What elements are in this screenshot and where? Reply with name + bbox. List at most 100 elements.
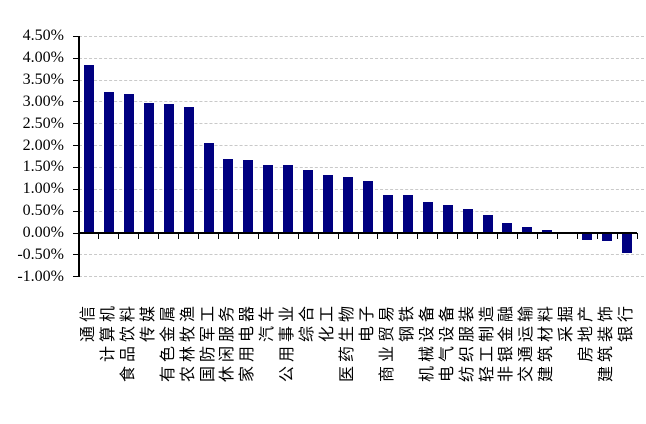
bar bbox=[362, 180, 373, 233]
gridline bbox=[79, 35, 644, 37]
x-axis-tick bbox=[297, 233, 299, 239]
gridline bbox=[79, 101, 644, 103]
gridline bbox=[79, 188, 644, 190]
x-axis-tick bbox=[636, 233, 638, 239]
y-axis-label: 1.00% bbox=[22, 180, 64, 198]
y-axis-line bbox=[78, 36, 80, 277]
x-axis-tick bbox=[317, 233, 319, 239]
x-axis-label: 非银金融 bbox=[498, 302, 516, 383]
y-axis-label: 3.00% bbox=[22, 92, 64, 110]
x-axis-tick bbox=[576, 233, 578, 239]
gridline bbox=[79, 210, 644, 212]
x-axis-label: 电子 bbox=[358, 302, 376, 343]
y-axis-tick bbox=[73, 79, 79, 81]
y-axis-label: 0.50% bbox=[22, 202, 64, 220]
y-axis-label: 4.00% bbox=[22, 49, 64, 67]
x-axis-tick bbox=[337, 233, 339, 239]
x-axis-label: 计算机 bbox=[99, 302, 117, 363]
x-axis-tick bbox=[98, 233, 100, 239]
x-axis-label: 农林牧渔 bbox=[179, 302, 197, 383]
x-axis-label: 银行 bbox=[618, 302, 636, 343]
bar bbox=[263, 164, 274, 233]
x-axis-label: 汽车 bbox=[259, 302, 277, 343]
y-axis-label: 1.50% bbox=[22, 158, 64, 176]
gridline bbox=[79, 145, 644, 147]
x-axis-tick bbox=[218, 233, 219, 239]
gridline bbox=[79, 79, 644, 81]
x-axis-tick bbox=[477, 233, 479, 239]
x-axis-label: 机械设备 bbox=[418, 302, 436, 383]
x-axis-tick bbox=[397, 233, 399, 239]
bar bbox=[243, 160, 254, 233]
bar bbox=[103, 92, 114, 233]
x-axis-label: 纺织服装 bbox=[458, 302, 476, 383]
x-axis-label: 房地产 bbox=[578, 302, 596, 363]
bar bbox=[382, 194, 393, 233]
bar bbox=[283, 165, 294, 233]
x-axis-tick bbox=[138, 233, 140, 239]
gridline bbox=[79, 254, 644, 256]
y-axis-tick bbox=[73, 145, 79, 147]
x-axis-tick bbox=[118, 233, 120, 239]
bar bbox=[183, 107, 194, 233]
bar bbox=[223, 158, 234, 233]
y-axis-tick bbox=[73, 254, 79, 256]
bar bbox=[542, 230, 553, 233]
y-axis-tick bbox=[73, 210, 79, 212]
x-axis-label: 通信 bbox=[79, 302, 97, 343]
bar bbox=[482, 214, 493, 233]
x-axis-label: 钢铁 bbox=[398, 302, 416, 343]
bar bbox=[602, 233, 613, 241]
gridline bbox=[79, 57, 644, 59]
y-axis-label: -1.00% bbox=[17, 267, 64, 285]
bar bbox=[442, 205, 453, 233]
x-axis-label: 传媒 bbox=[139, 302, 157, 343]
bar bbox=[83, 65, 94, 233]
x-axis-tick bbox=[497, 233, 498, 239]
bar bbox=[502, 222, 513, 233]
bar bbox=[402, 195, 413, 233]
x-axis-label: 家用电器 bbox=[239, 302, 257, 383]
y-axis-label: 3.50% bbox=[22, 71, 64, 89]
gridline bbox=[79, 166, 644, 168]
bar bbox=[422, 202, 433, 233]
x-axis-label: 综合 bbox=[299, 302, 317, 343]
x-axis-label: 电气设备 bbox=[438, 302, 456, 383]
x-axis-label: 医药生物 bbox=[339, 302, 357, 383]
x-axis-tick bbox=[357, 233, 359, 239]
y-axis-label: 2.00% bbox=[22, 136, 64, 154]
x-axis-tick bbox=[198, 233, 200, 239]
bar bbox=[582, 233, 593, 240]
y-axis-tick bbox=[73, 123, 79, 125]
bar bbox=[203, 142, 214, 233]
bar bbox=[123, 93, 134, 233]
x-axis-label: 化工 bbox=[319, 302, 337, 343]
y-axis-label: -0.50% bbox=[17, 245, 64, 263]
y-axis-tick bbox=[73, 276, 79, 278]
x-axis-tick bbox=[417, 233, 419, 239]
x-axis-tick bbox=[556, 233, 558, 239]
x-axis-tick bbox=[596, 233, 598, 239]
bar bbox=[163, 104, 174, 233]
y-axis-tick bbox=[73, 101, 79, 103]
y-axis-label: 0.00% bbox=[22, 224, 64, 241]
gridline bbox=[79, 276, 644, 278]
y-axis-tick bbox=[73, 166, 79, 168]
x-axis-label: 轻工制造 bbox=[478, 302, 496, 383]
x-axis-tick bbox=[616, 233, 618, 239]
x-axis-label: 采掘 bbox=[558, 302, 576, 343]
bar bbox=[323, 174, 334, 233]
bar bbox=[343, 177, 354, 233]
x-axis-label: 交通运输 bbox=[518, 302, 536, 383]
y-axis-label: 4.50% bbox=[22, 27, 64, 45]
x-axis-label: 国防军工 bbox=[199, 302, 217, 383]
x-axis-label: 公用事业 bbox=[279, 302, 297, 383]
y-axis-tick bbox=[73, 57, 79, 59]
bar bbox=[522, 227, 533, 233]
y-axis-tick bbox=[73, 188, 79, 190]
x-axis-tick bbox=[237, 233, 239, 239]
x-axis-tick bbox=[257, 233, 259, 239]
x-axis-tick bbox=[277, 233, 279, 239]
bar bbox=[303, 169, 314, 233]
